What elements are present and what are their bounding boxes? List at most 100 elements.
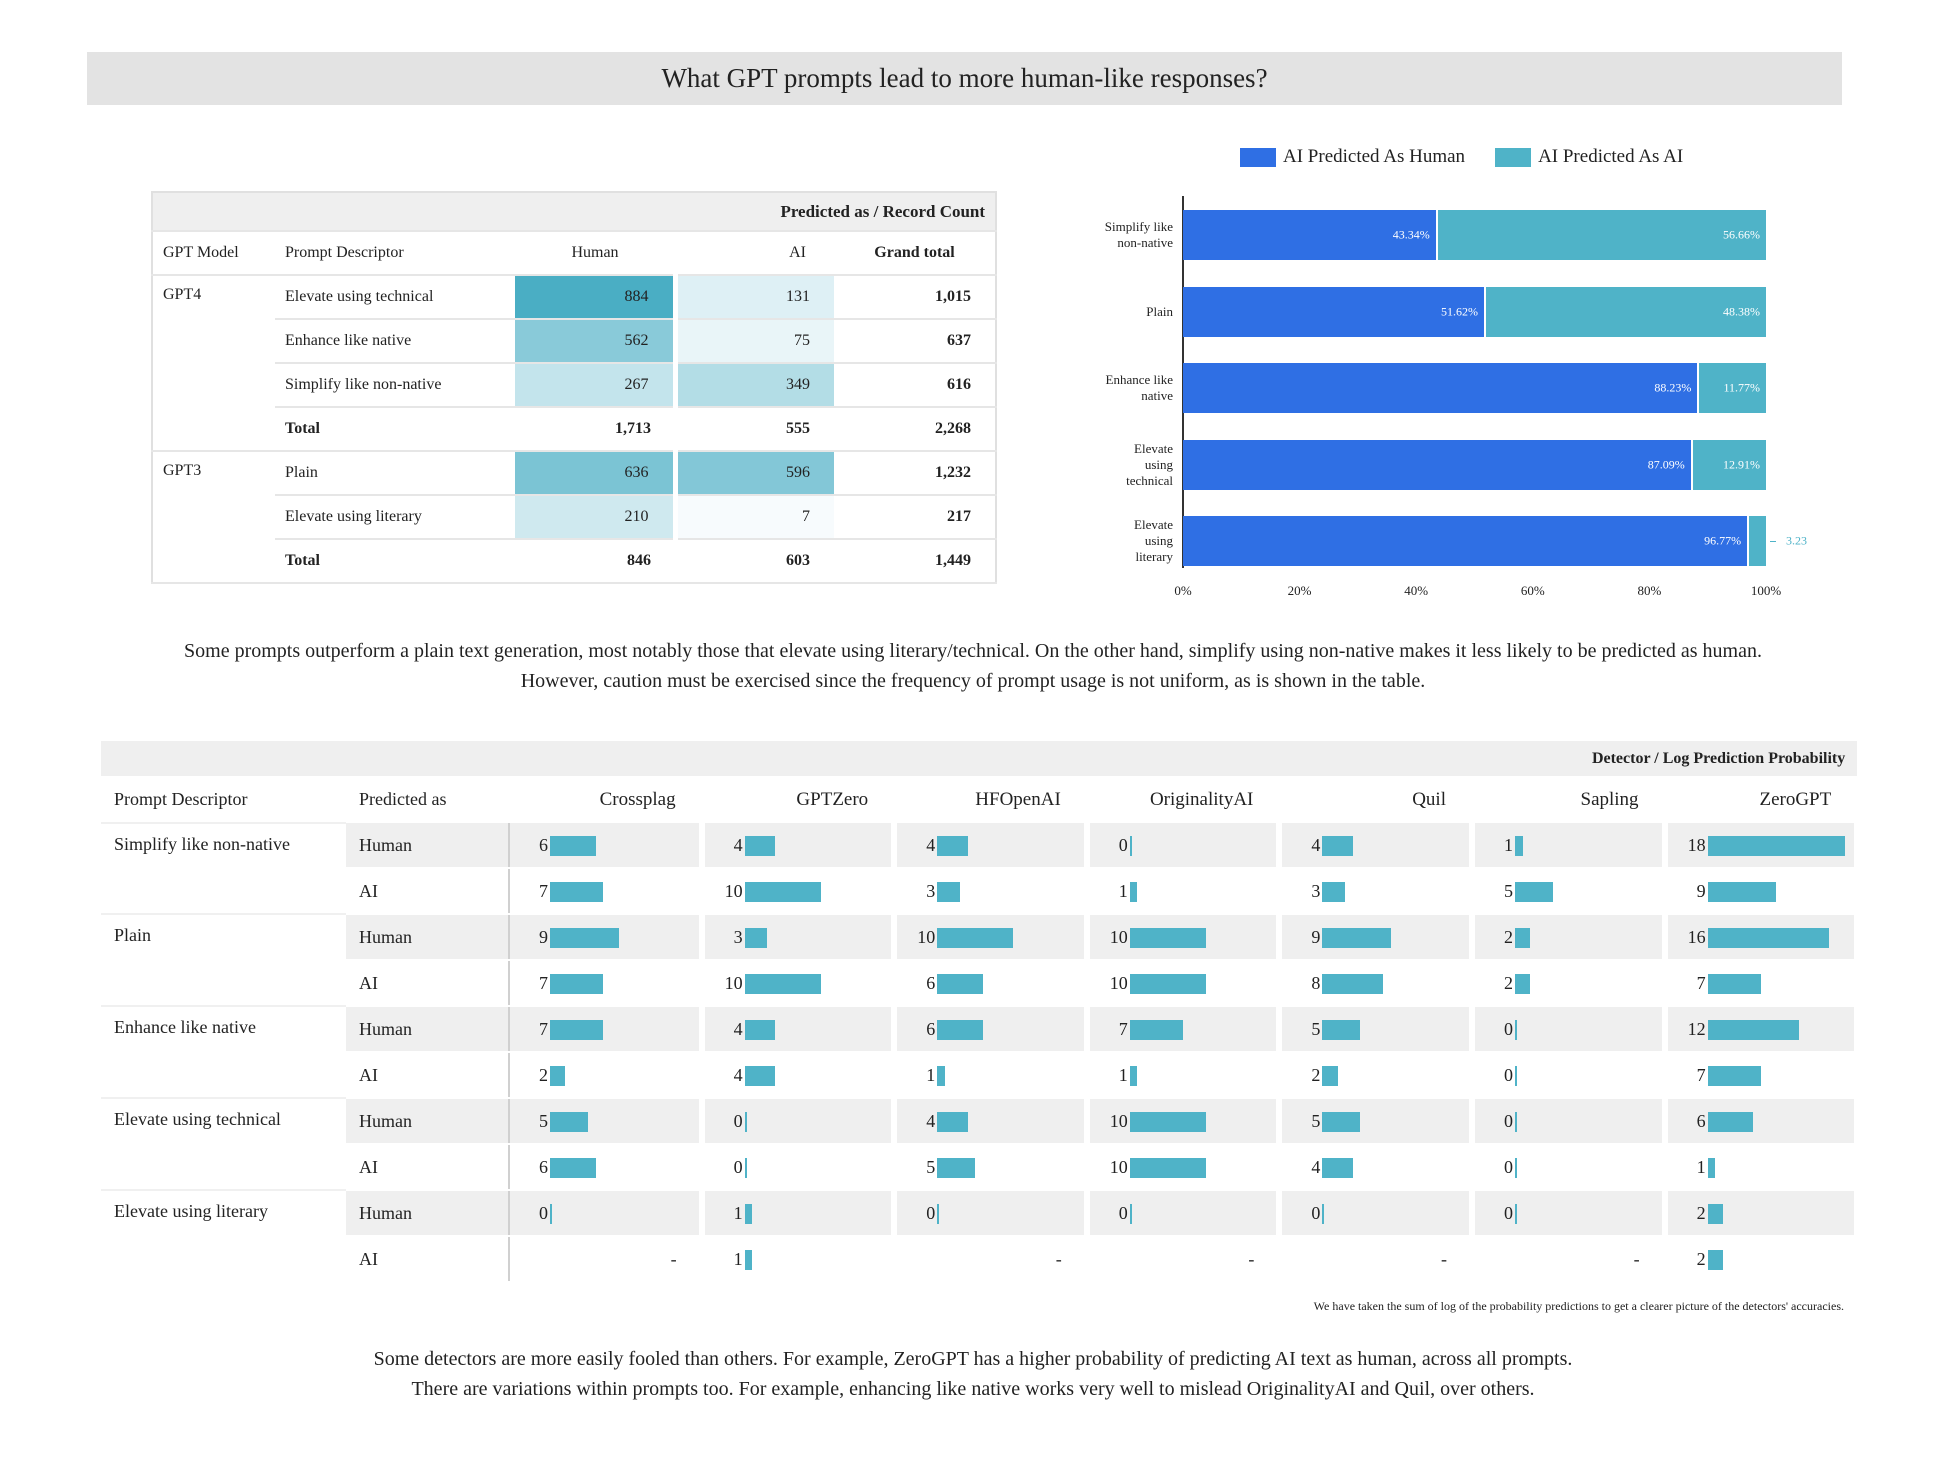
cell-bar [550,1157,596,1178]
cell-bar [550,835,596,856]
detector-cell: 9 [1279,914,1475,961]
paragraph-line: Some detectors are more easily fooled th… [373,1348,1573,1370]
cell-bar [1707,835,1845,856]
column-header: Quil [1412,788,1446,810]
cell-value: 0 [1118,835,1128,856]
bar-segment [1183,286,1484,337]
bar-segment [1183,516,1748,566]
value-label: 88.23% [1654,380,1692,395]
cell-bar [1514,1065,1517,1086]
cell-value: 16 [1687,927,1706,948]
detector-cell: 6 [894,1006,1090,1053]
cell-bar [937,881,961,902]
cell-value: 7 [1696,1065,1706,1086]
detector-cell: 5 [509,1098,705,1145]
detector-cell: 5 [1471,867,1668,915]
cell-value: 0 [1503,1111,1513,1132]
detector-cell: 0 [1471,1143,1668,1191]
detector-cell: 3 [701,914,898,961]
cell-bar [1322,1019,1361,1040]
detector-cell: - [1086,1235,1283,1283]
detector-cell: 7 [1086,1006,1283,1053]
value-label: 11.77% [1723,380,1760,395]
cell-value: 0 [1118,1203,1128,1224]
cell-value: 0 [1503,1203,1513,1224]
cell-bar [1322,1157,1353,1178]
cell-bar [744,1065,776,1086]
predicted-as: Human [346,914,510,961]
predicted-as: AI [346,1236,510,1283]
data-row: Elevate using literary Human 0 1 0 0 0 0 2 [101,1189,1861,1282]
human-cell: 562 [515,319,678,364]
total-label: Total [275,539,515,584]
data-row: Simplify like non-native 267 349 616 [152,363,997,408]
detector-cell: 6 [894,959,1090,1007]
cell-bar [744,927,768,948]
cell-value: 1 [1118,1065,1128,1086]
cell-value: 2 [539,1065,548,1086]
cell-value: 1 [733,1203,743,1224]
cell-value: 10 [917,927,936,948]
total-grand: 1,449 [834,539,997,584]
cell-value: 2 [1503,973,1513,994]
cell-bar [937,927,1014,948]
cell-value: 12 [1687,1019,1706,1040]
detector-cell: 18 [1664,823,1861,869]
cell-bar [1514,973,1531,994]
legend: AI Predicted As Human AI Predicted As AI [1240,146,1713,168]
predicted-as: Human [346,823,510,869]
cell-value: 2 [1696,1249,1706,1270]
cell-value: 5 [1503,881,1513,902]
detector-cell: 0 [1471,1098,1668,1145]
cell-bar [744,1249,753,1270]
value-label: 48.38% [1723,304,1760,318]
bar-segment [1183,363,1698,413]
detector-cell: 2 [509,1051,705,1099]
page-title: What GPT prompts lead to more human-like… [87,52,1842,105]
cell-value: 3 [733,927,743,948]
detector-cell: 7 [1664,959,1861,1007]
bar-segment [1483,286,1766,337]
ai-cell: 131 [675,275,834,320]
predicted-as: AI [346,868,510,915]
cell-value: 0 [926,1203,936,1224]
cell-bar [1322,927,1391,948]
detector-cell: 10 [1086,914,1283,961]
cell-value: 0 [1503,1065,1513,1086]
detector-cell: 2 [1279,1051,1475,1099]
cell-value: 2 [1311,1065,1321,1086]
cell-value: 18 [1687,835,1706,856]
value-label: 56.66% [1723,227,1760,242]
cell-bar [1129,927,1206,948]
predicted-as: Human [346,1006,510,1053]
predicted-as: AI [346,1052,510,1099]
table-header: Predicted as / Record Count [152,192,997,232]
cell-bar [1322,881,1346,902]
legend-label: AI Predicted As AI [1538,146,1684,167]
detector-cell: - [1279,1235,1475,1283]
detector-cell: 3 [1279,867,1475,915]
cell-bar [550,1111,589,1132]
prompt-descriptor: Enhance like native [275,319,515,364]
cell-bar [1707,1065,1761,1086]
prompt-descriptor: Elevate using technical [101,1097,346,1190]
header-band: Predicted as / Record Count [152,192,997,232]
cell-value: 10 [724,881,743,902]
detector-cell: 1 [894,1051,1090,1099]
x-tick-label: 100% [1750,583,1782,598]
detector-cell: 2 [1664,1235,1861,1283]
detector-cell: - [894,1235,1090,1283]
detector-cell: 4 [894,1098,1090,1145]
cell-value: 1 [926,1065,936,1086]
grand-total: 217 [834,495,997,540]
detector-cell: 4 [701,1006,898,1053]
prompt-descriptor: Enhance like native [101,1005,346,1098]
cell-value: 1 [1696,1157,1706,1178]
predicted-as: Human [346,1190,510,1237]
header-band: Detector / Log Prediction Probability [101,741,1858,776]
human-cell: 267 [515,363,678,408]
detector-cell: 0 [509,1190,705,1237]
cell-value: - [1633,1248,1640,1269]
prompt-descriptor: Elevate using literary [275,495,515,540]
column-header: Prompt Descriptor [114,788,248,809]
